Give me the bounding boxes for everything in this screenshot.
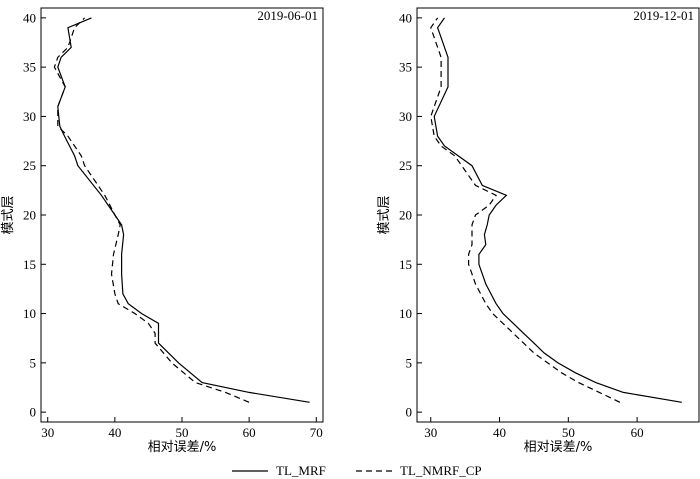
y-tick-label: 20 bbox=[399, 208, 412, 223]
x-tick-label: 30 bbox=[41, 425, 54, 440]
x-tick-label: 30 bbox=[424, 425, 437, 440]
axis-ticks: 30 40 50 60 70 0 5 10 15 20 25 30 35 40 bbox=[23, 10, 323, 440]
y-tick-label: 25 bbox=[399, 158, 412, 173]
y-tick-label: 0 bbox=[30, 405, 37, 420]
plot-frame bbox=[40, 7, 324, 423]
y-tick-label: 10 bbox=[23, 306, 36, 321]
x-axis-label: 相对误差/% bbox=[148, 440, 217, 455]
y-tick-label: 20 bbox=[23, 208, 36, 223]
y-tick-label: 10 bbox=[399, 306, 412, 321]
panel-date-label: 2019-12-01 bbox=[633, 8, 694, 23]
y-tick-label: 35 bbox=[399, 60, 412, 75]
x-axis-label: 相对误差/% bbox=[524, 440, 593, 455]
x-tick-label: 60 bbox=[243, 425, 256, 440]
y-tick-label: 5 bbox=[30, 355, 37, 370]
series-line-tl-mrf bbox=[57, 17, 310, 403]
y-tick-label: 25 bbox=[23, 158, 36, 173]
y-axis-label: 模式层 bbox=[1, 195, 16, 234]
y-tick-label: 0 bbox=[406, 405, 413, 420]
x-tick-label: 40 bbox=[108, 425, 121, 440]
y-tick-label: 30 bbox=[23, 109, 36, 124]
legend-label-tl-nmrf-cp: TL_NMRF_CP bbox=[400, 463, 482, 478]
y-tick-label: 40 bbox=[23, 10, 36, 25]
series-group bbox=[53, 17, 310, 403]
series-line-tl-mrf bbox=[433, 17, 682, 403]
series-line-tl-nmrf-cp bbox=[53, 17, 250, 403]
chart-panel-june: 2019-06-01 相对误差/% 模式层 30 40 50 60 70 0 5 10 15 20… bbox=[1, 7, 324, 455]
y-tick-label: 5 bbox=[406, 355, 413, 370]
legend-label-tl-mrf: TL_MRF bbox=[276, 463, 326, 478]
y-tick-label: 15 bbox=[399, 257, 412, 272]
x-tick-label: 50 bbox=[562, 425, 575, 440]
x-tick-label: 40 bbox=[493, 425, 506, 440]
y-tick-label: 30 bbox=[399, 109, 412, 124]
series-group bbox=[430, 17, 682, 403]
chart-panel-december: 2019-12-01 相对误差/% 模式层 30 40 50 60 0 5 10 15 20 25… bbox=[377, 7, 700, 455]
y-tick-label: 35 bbox=[23, 60, 36, 75]
panel-date-label: 2019-06-01 bbox=[257, 8, 318, 23]
y-tick-label: 15 bbox=[23, 257, 36, 272]
plot-frame bbox=[416, 7, 700, 423]
x-tick-label: 50 bbox=[176, 425, 189, 440]
y-tick-label: 40 bbox=[399, 10, 412, 25]
axis-ticks: 30 40 50 60 0 5 10 15 20 25 30 35 40 bbox=[399, 10, 644, 440]
chart-legend: TL_MRF TL_NMRF_CP bbox=[232, 463, 482, 478]
x-tick-label: 70 bbox=[310, 425, 323, 440]
x-tick-label: 60 bbox=[631, 425, 644, 440]
y-axis-label: 模式层 bbox=[377, 195, 392, 234]
series-line-tl-nmrf-cp bbox=[430, 17, 621, 403]
